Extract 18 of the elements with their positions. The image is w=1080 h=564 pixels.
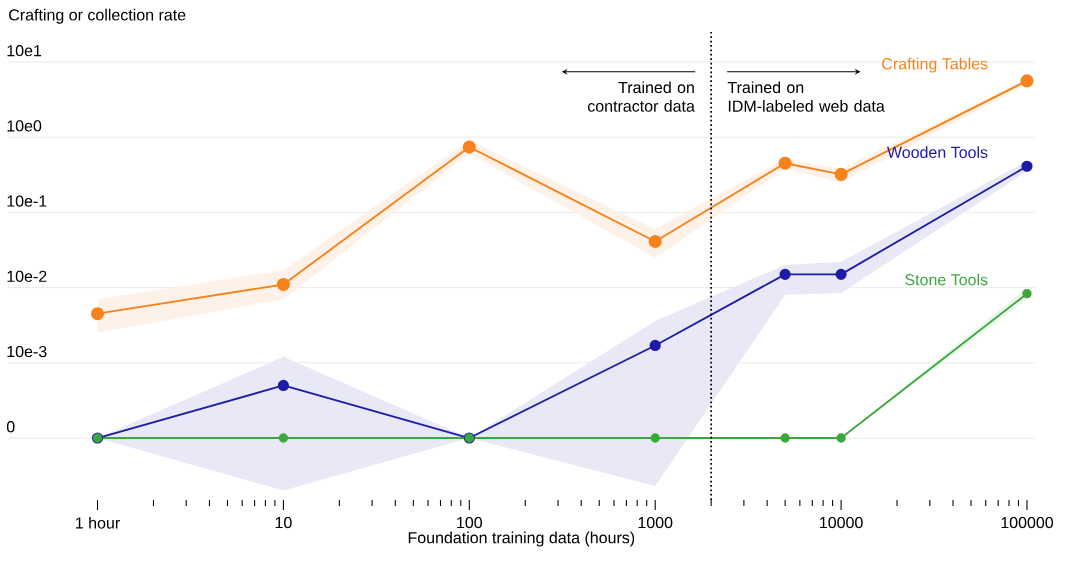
y-tick-label: 10e1	[7, 45, 42, 57]
x-tick-label: 1 hour	[76, 516, 120, 529]
y-tick-label: 10e-2	[7, 270, 47, 282]
y-tick-label: 10e-1	[7, 195, 47, 207]
x-tick-label: 10	[275, 516, 292, 529]
series-label: Wooden Tools	[887, 146, 988, 158]
x-tick-label: 10000	[820, 516, 863, 529]
x-tick-label: 1000	[638, 516, 673, 529]
x-tick-label: 100000	[1001, 516, 1054, 529]
y-tick-label: 10e0	[7, 120, 42, 132]
x-axis-title: Foundation training data (hours)	[408, 531, 635, 547]
y-axis-title: Crafting or collection rate	[9, 8, 186, 24]
annotation: Trained on IDM-labeled web data	[727, 81, 885, 112]
annotation: Trained on contractor data	[587, 81, 695, 112]
y-tick-label: 10e-3	[7, 345, 47, 358]
y-tick-label: 0	[6, 421, 15, 433]
x-tick-label: 100	[457, 516, 483, 529]
series-label: Crafting Tables	[882, 57, 988, 73]
